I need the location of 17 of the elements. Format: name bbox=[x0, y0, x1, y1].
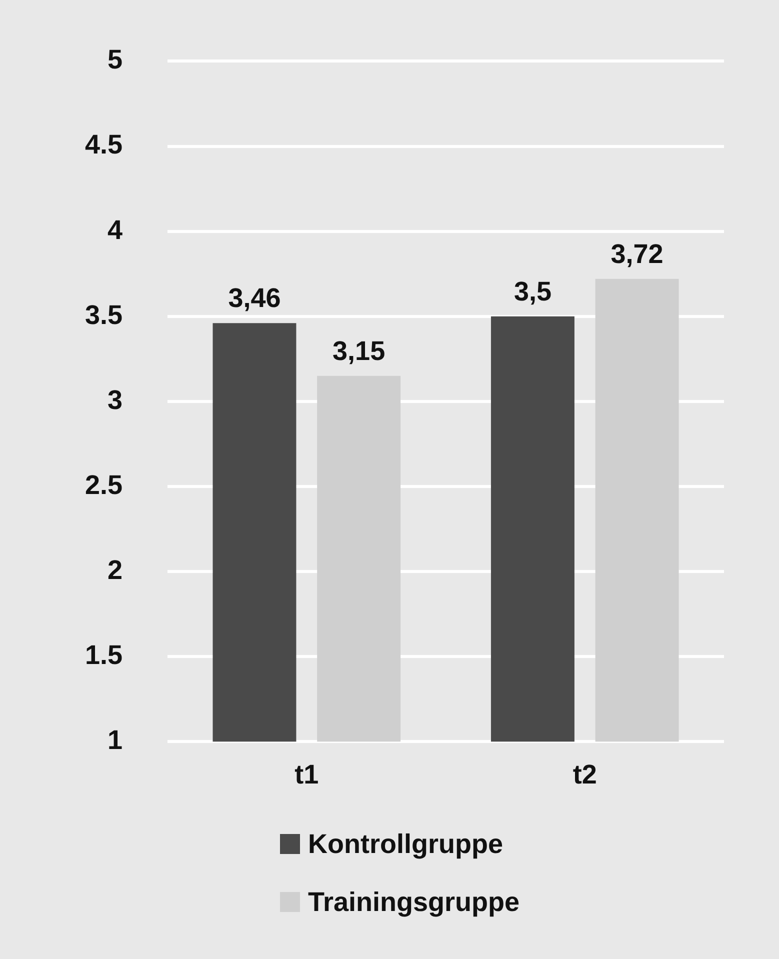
y-tick-label: 3 bbox=[108, 384, 123, 415]
y-tick-label: 2 bbox=[108, 554, 123, 585]
legend-label: Kontrollgruppe bbox=[308, 828, 503, 860]
x-tick-label: t2 bbox=[572, 759, 597, 790]
data-label: 3,72 bbox=[610, 238, 664, 269]
y-tick-label: 1 bbox=[108, 725, 123, 756]
y-tick-label: 1.5 bbox=[84, 640, 123, 670]
y-tick-label: 5 bbox=[108, 44, 123, 75]
y-tick-label: 4.5 bbox=[84, 130, 123, 160]
y-tick-label: 4 bbox=[108, 214, 123, 245]
data-label: 3,5 bbox=[514, 276, 552, 306]
legend-label: Trainingsgruppe bbox=[308, 886, 520, 918]
y-tick-label: 3.5 bbox=[84, 300, 123, 330]
data-label: 3,46 bbox=[228, 283, 281, 314]
x-tick-label: t1 bbox=[294, 759, 319, 790]
data-label: 3,15 bbox=[332, 336, 386, 366]
y-tick-label: 2.5 bbox=[84, 470, 123, 500]
